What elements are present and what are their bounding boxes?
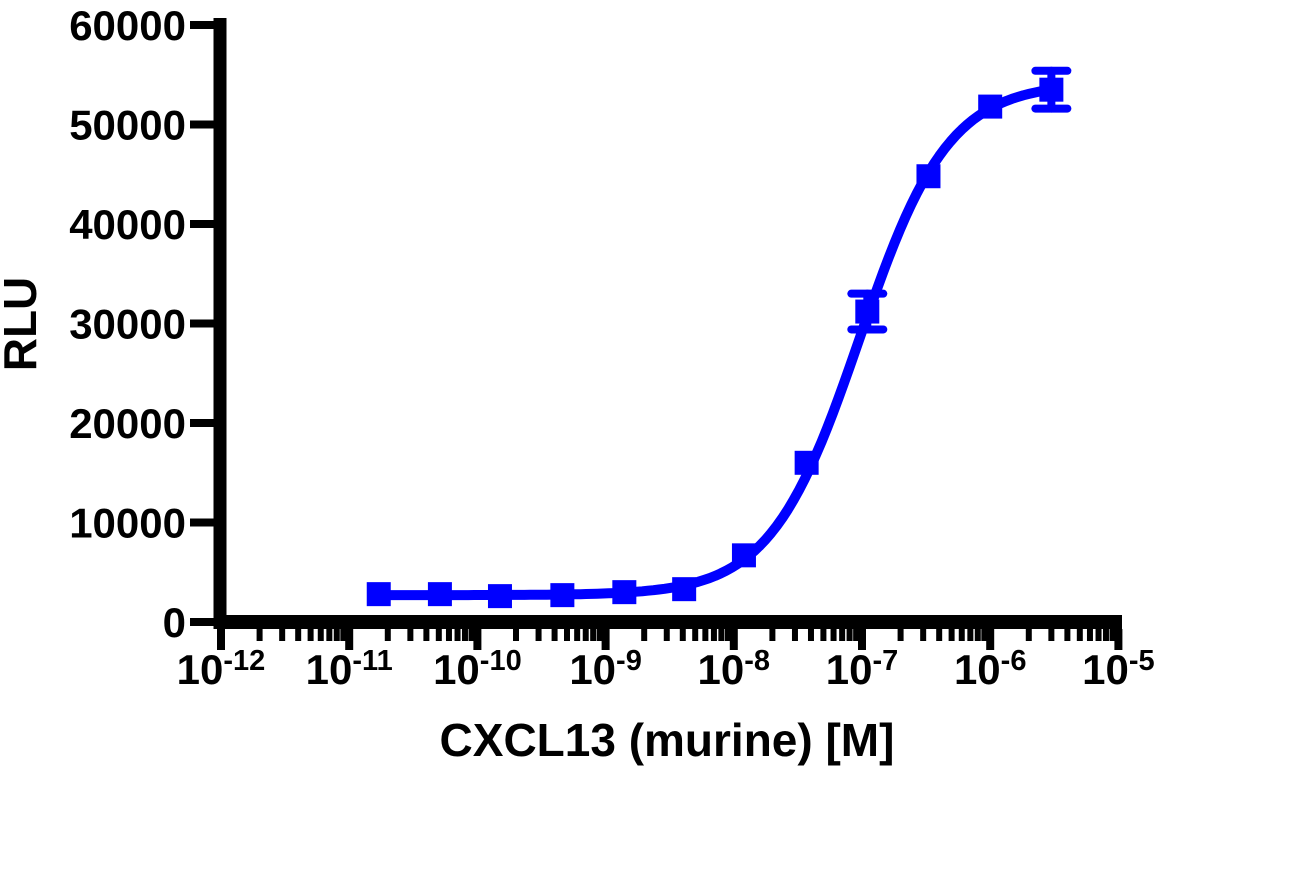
data-point-marker	[855, 299, 880, 324]
y-tick-label: 40000	[69, 201, 186, 248]
x-tick-label: 10-6	[954, 645, 1027, 693]
data-point-marker	[978, 94, 1003, 119]
y-tick-label: 10000	[69, 500, 186, 547]
x-tick-label: 10-10	[433, 645, 522, 693]
fit-curve-layer	[373, 84, 1057, 601]
axes	[190, 18, 1123, 650]
x-tick-label: 10-7	[826, 645, 899, 693]
x-axis-title: CXCL13 (murine) [M]	[440, 714, 895, 766]
data-point-marker	[672, 577, 697, 602]
data-point-marker	[550, 583, 575, 608]
x-tick-label: 10-9	[569, 645, 642, 693]
data-point-marker	[731, 543, 756, 568]
y-tick-label: 50000	[69, 102, 186, 149]
data-point-marker	[916, 164, 941, 189]
data-points-layer	[366, 77, 1064, 609]
data-point-marker	[612, 580, 637, 605]
data-point-marker	[487, 584, 512, 609]
y-tick-label: 60000	[69, 2, 186, 49]
y-tick-label: 20000	[69, 400, 186, 447]
y-tick-label: 30000	[69, 301, 186, 348]
data-point-marker	[794, 450, 819, 475]
data-point-marker	[366, 582, 391, 607]
y-axis-title: RLU	[0, 277, 46, 372]
data-point-marker	[427, 582, 452, 607]
x-tick-label: 10-5	[1082, 645, 1155, 693]
x-tick-label: 10-11	[306, 645, 393, 693]
y-tick-label: 0	[163, 599, 186, 646]
data-point-marker	[1039, 77, 1064, 102]
fit-curve	[373, 84, 1057, 601]
x-tick-label: 10-8	[698, 645, 771, 693]
error-bars-layer	[847, 66, 1072, 334]
x-tick-label: 10-12	[177, 645, 266, 693]
